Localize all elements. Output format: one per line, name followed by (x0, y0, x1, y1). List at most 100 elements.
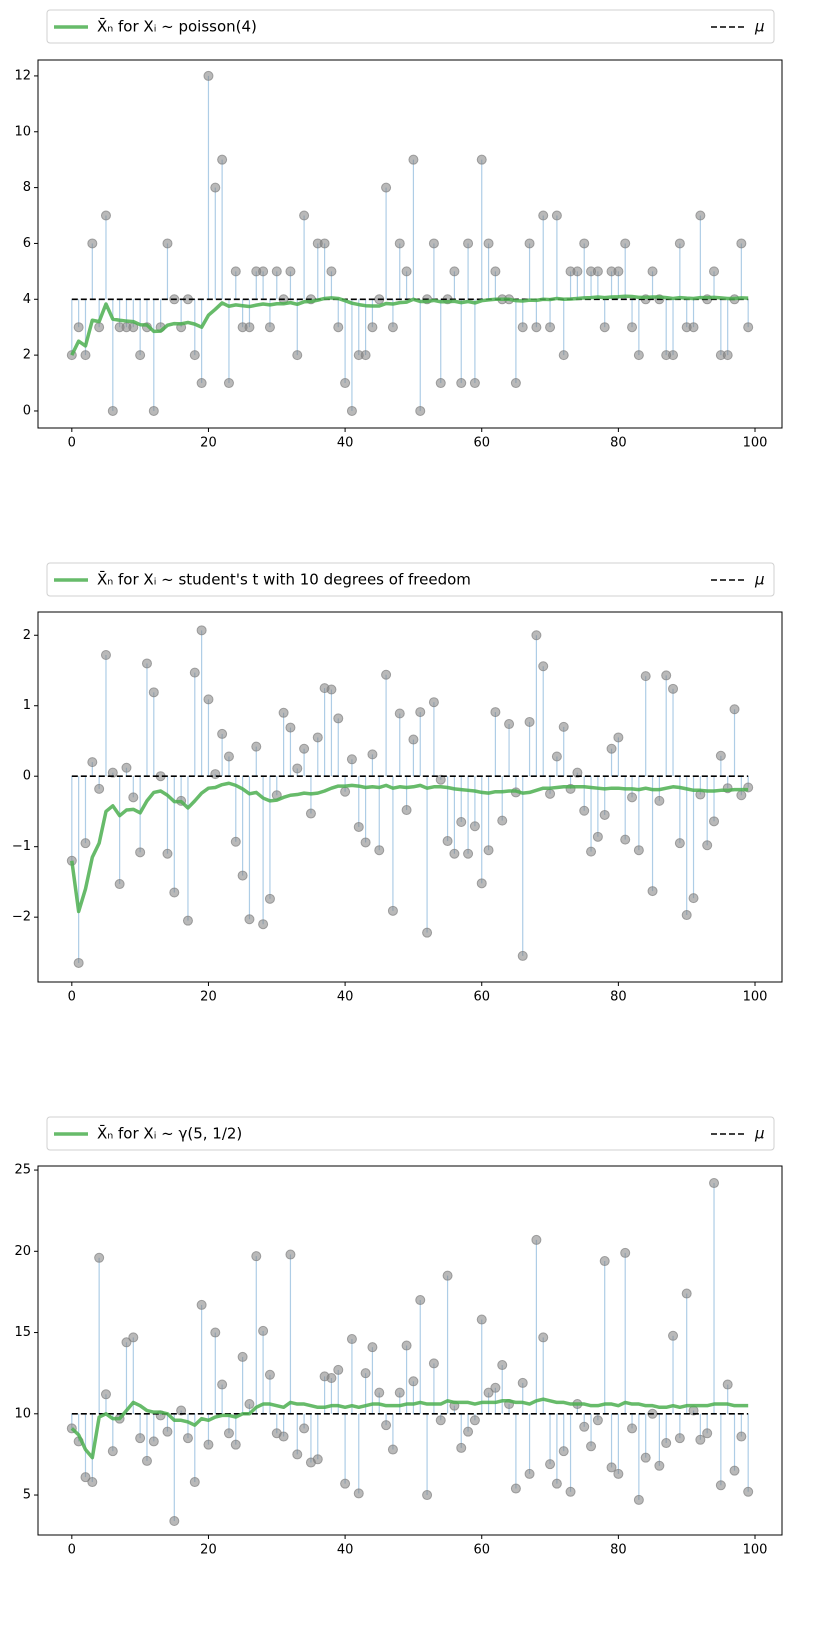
point (367, 749, 378, 760)
legend-label: μ (754, 1125, 765, 1143)
point (545, 1459, 556, 1470)
point (640, 671, 651, 682)
point (620, 1247, 631, 1258)
point (278, 707, 289, 718)
point (346, 754, 357, 765)
point (579, 805, 590, 816)
point (169, 887, 180, 898)
y-tick-label: 10 (14, 1406, 31, 1421)
point (538, 210, 549, 221)
point (606, 743, 617, 754)
point (367, 1342, 378, 1353)
point (326, 684, 337, 695)
point (490, 707, 501, 718)
legend-label: μ (754, 18, 765, 36)
y-tick-label: 10 (14, 124, 31, 139)
point (162, 848, 173, 859)
point (524, 716, 535, 727)
x-tick-label: 100 (743, 1543, 768, 1558)
x-tick-label: 0 (68, 436, 76, 451)
point (729, 1465, 740, 1476)
point (709, 816, 720, 827)
point (517, 1377, 528, 1388)
point (80, 1472, 91, 1483)
point (162, 238, 173, 249)
point (80, 838, 91, 849)
point (203, 1439, 214, 1450)
point (258, 266, 269, 277)
point (743, 322, 754, 333)
legend-box (46, 1116, 775, 1151)
point (80, 350, 91, 361)
point (333, 713, 344, 724)
point (148, 687, 159, 698)
point (128, 792, 139, 803)
point (449, 266, 460, 277)
legend-label: X̄ₙ for Xᵢ ~ γ(5, 1/2) (97, 1124, 242, 1143)
point (87, 1477, 98, 1488)
point (333, 322, 344, 333)
point (230, 266, 241, 277)
point (592, 1415, 603, 1426)
y-tick-label: 20 (14, 1244, 31, 1259)
point (504, 719, 515, 730)
point (408, 154, 419, 165)
point (73, 322, 84, 333)
y-tick-label: 2 (23, 348, 31, 363)
point (292, 350, 303, 361)
point (223, 751, 234, 762)
point (326, 1373, 337, 1384)
point (196, 625, 207, 636)
point (524, 238, 535, 249)
point (428, 238, 439, 249)
point (681, 910, 692, 921)
point (599, 809, 610, 820)
point (285, 1249, 296, 1260)
x-tick-label: 100 (743, 990, 768, 1005)
plot-area (38, 60, 782, 428)
point (538, 661, 549, 672)
point (483, 238, 494, 249)
point (599, 1256, 610, 1267)
point (428, 1358, 439, 1369)
point (654, 795, 665, 806)
point (490, 1382, 501, 1393)
point (305, 808, 316, 819)
axes-frame (37, 1165, 783, 1536)
point (401, 1340, 412, 1351)
point (695, 1434, 706, 1445)
point (736, 790, 747, 801)
point (94, 322, 105, 333)
point (463, 1426, 474, 1437)
point (326, 266, 337, 277)
x-tick-label: 100 (743, 436, 768, 451)
point (736, 1431, 747, 1442)
point (367, 322, 378, 333)
point (586, 1441, 597, 1452)
point (223, 378, 234, 389)
point (551, 210, 562, 221)
y-tick-label: 15 (14, 1325, 31, 1340)
point (374, 845, 385, 856)
x-tick-label: 80 (610, 436, 627, 451)
point (196, 1299, 207, 1310)
point (94, 1252, 105, 1263)
plot-area (38, 1166, 782, 1535)
point (312, 1454, 323, 1465)
point (688, 322, 699, 333)
point (394, 238, 405, 249)
point (654, 1460, 665, 1471)
point (647, 886, 658, 897)
point (531, 322, 542, 333)
point (558, 1446, 569, 1457)
point (312, 732, 323, 743)
point (510, 1483, 521, 1494)
point (360, 1368, 371, 1379)
point (442, 836, 453, 847)
point (497, 1360, 508, 1371)
point (579, 238, 590, 249)
point (299, 210, 310, 221)
point (524, 1468, 535, 1479)
point (633, 1494, 644, 1505)
point (292, 1449, 303, 1460)
